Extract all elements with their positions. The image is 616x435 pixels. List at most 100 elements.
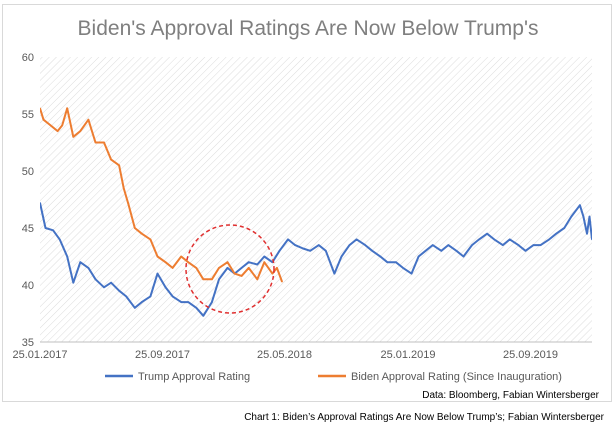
data-point-biden <box>149 238 152 241</box>
data-point-trump <box>462 255 465 258</box>
data-point-trump <box>52 229 54 232</box>
data-point-trump <box>278 250 281 252</box>
y-tick-label: 45 <box>22 223 34 235</box>
data-point-trump <box>563 227 566 229</box>
data-point-biden <box>256 278 259 281</box>
data-point-trump <box>202 315 205 317</box>
legend: Trump Approval Rating Biden Approval Rat… <box>105 371 562 383</box>
data-point-biden <box>218 267 220 269</box>
y-tick-label: 55 <box>22 109 34 121</box>
data-point-trump <box>395 261 397 264</box>
data-point-trump <box>340 255 343 258</box>
data-point-trump <box>532 244 535 246</box>
data-point-trump <box>156 272 159 275</box>
data-point-trump <box>256 263 259 266</box>
data-point-trump <box>318 244 320 246</box>
data-point-trump <box>410 272 413 275</box>
data-point-trump <box>218 278 220 281</box>
data-point-trump <box>94 278 97 281</box>
chart: Biden's Approval Ratings Are Now Below T… <box>12 17 599 401</box>
data-point-biden <box>271 272 274 275</box>
y-tick-label: 35 <box>22 337 34 349</box>
data-point-trump <box>493 238 496 241</box>
data-point-trump <box>588 215 591 218</box>
data-point-trump <box>72 281 75 284</box>
data-point-trump <box>287 238 289 241</box>
x-tick-label: 25.01.2019 <box>380 349 435 361</box>
series-line-trump <box>40 202 592 317</box>
legend-label-trump: Trump Approval Rating <box>138 371 250 383</box>
data-point-trump <box>591 238 592 241</box>
data-point-biden <box>226 261 229 264</box>
data-point-trump <box>325 250 327 252</box>
data-point-biden <box>49 124 52 127</box>
y-tick-label: 50 <box>22 166 34 178</box>
plot-area <box>40 57 592 342</box>
data-point-trump <box>44 227 47 229</box>
data-point-trump <box>586 232 588 235</box>
data-point-biden <box>263 261 266 264</box>
data-point-trump <box>440 250 443 252</box>
data-point-trump <box>509 238 511 241</box>
data-point-trump <box>103 286 105 289</box>
data-point-trump <box>402 267 404 269</box>
data-point-trump <box>579 204 581 206</box>
data-point-trump <box>455 250 458 252</box>
data-point-trump <box>302 247 304 250</box>
data-point-biden <box>195 267 198 269</box>
x-tick-label: 25.05.2018 <box>257 349 312 361</box>
legend-label-biden: Biden Approval Rating (Since Inauguratio… <box>351 371 562 383</box>
data-point-biden <box>171 267 174 269</box>
data-point-trump <box>555 232 557 235</box>
data-point-trump <box>226 267 229 269</box>
data-point-trump <box>386 261 389 264</box>
data-point-trump <box>424 250 427 252</box>
data-point-trump <box>570 215 573 218</box>
data-point-trump <box>164 286 167 289</box>
data-point-biden <box>187 261 189 264</box>
x-axis: 25.01.2017 25.09.2017 25.05.2018 25.01.2019… <box>12 341 592 361</box>
data-point-trump <box>87 267 90 269</box>
data-point-trump <box>478 238 480 241</box>
data-point-trump <box>149 295 152 298</box>
data-point-trump <box>187 301 189 303</box>
data-point-trump <box>171 295 174 298</box>
data-point-biden <box>240 275 243 277</box>
data-point-trump <box>294 244 296 246</box>
data-point-trump <box>517 244 520 246</box>
data-point-trump <box>524 250 527 252</box>
data-point-biden <box>202 278 205 281</box>
data-point-trump <box>125 295 127 298</box>
data-point-trump <box>333 272 336 275</box>
x-tick-label: 25.09.2019 <box>503 349 558 361</box>
data-point-biden <box>118 164 120 167</box>
data-point-trump <box>309 250 312 252</box>
data-point-biden <box>79 130 82 132</box>
data-point-biden <box>134 227 136 229</box>
data-point-trump <box>371 250 374 252</box>
data-point-trump <box>195 307 198 309</box>
x-tick-label: 25.01.2017 <box>12 349 67 361</box>
data-point-trump <box>263 255 266 258</box>
highlight-circle <box>185 224 275 314</box>
data-point-trump <box>539 244 542 246</box>
data-point-trump <box>548 238 550 241</box>
data-point-biden <box>42 118 45 121</box>
series-layer <box>40 107 592 317</box>
data-point-biden <box>247 267 250 269</box>
y-tick-label: 60 <box>22 52 34 64</box>
data-point-trump <box>134 307 136 309</box>
data-point-biden <box>72 136 75 138</box>
data-point-biden <box>211 278 213 281</box>
data-point-trump <box>79 261 82 264</box>
x-tick-label: 25.09.2017 <box>135 349 190 361</box>
figure-caption: Chart 1: Biden’s Approval Ratings Are No… <box>244 412 604 423</box>
data-point-trump <box>486 232 488 235</box>
source-note: Data: Bloomberg, Fabian Wintersberger <box>422 390 599 401</box>
data-point-trump <box>582 215 585 218</box>
data-point-trump <box>447 244 450 246</box>
data-point-biden <box>40 107 41 110</box>
data-point-trump <box>348 244 351 246</box>
data-point-biden <box>61 124 63 127</box>
data-point-biden <box>164 261 167 264</box>
